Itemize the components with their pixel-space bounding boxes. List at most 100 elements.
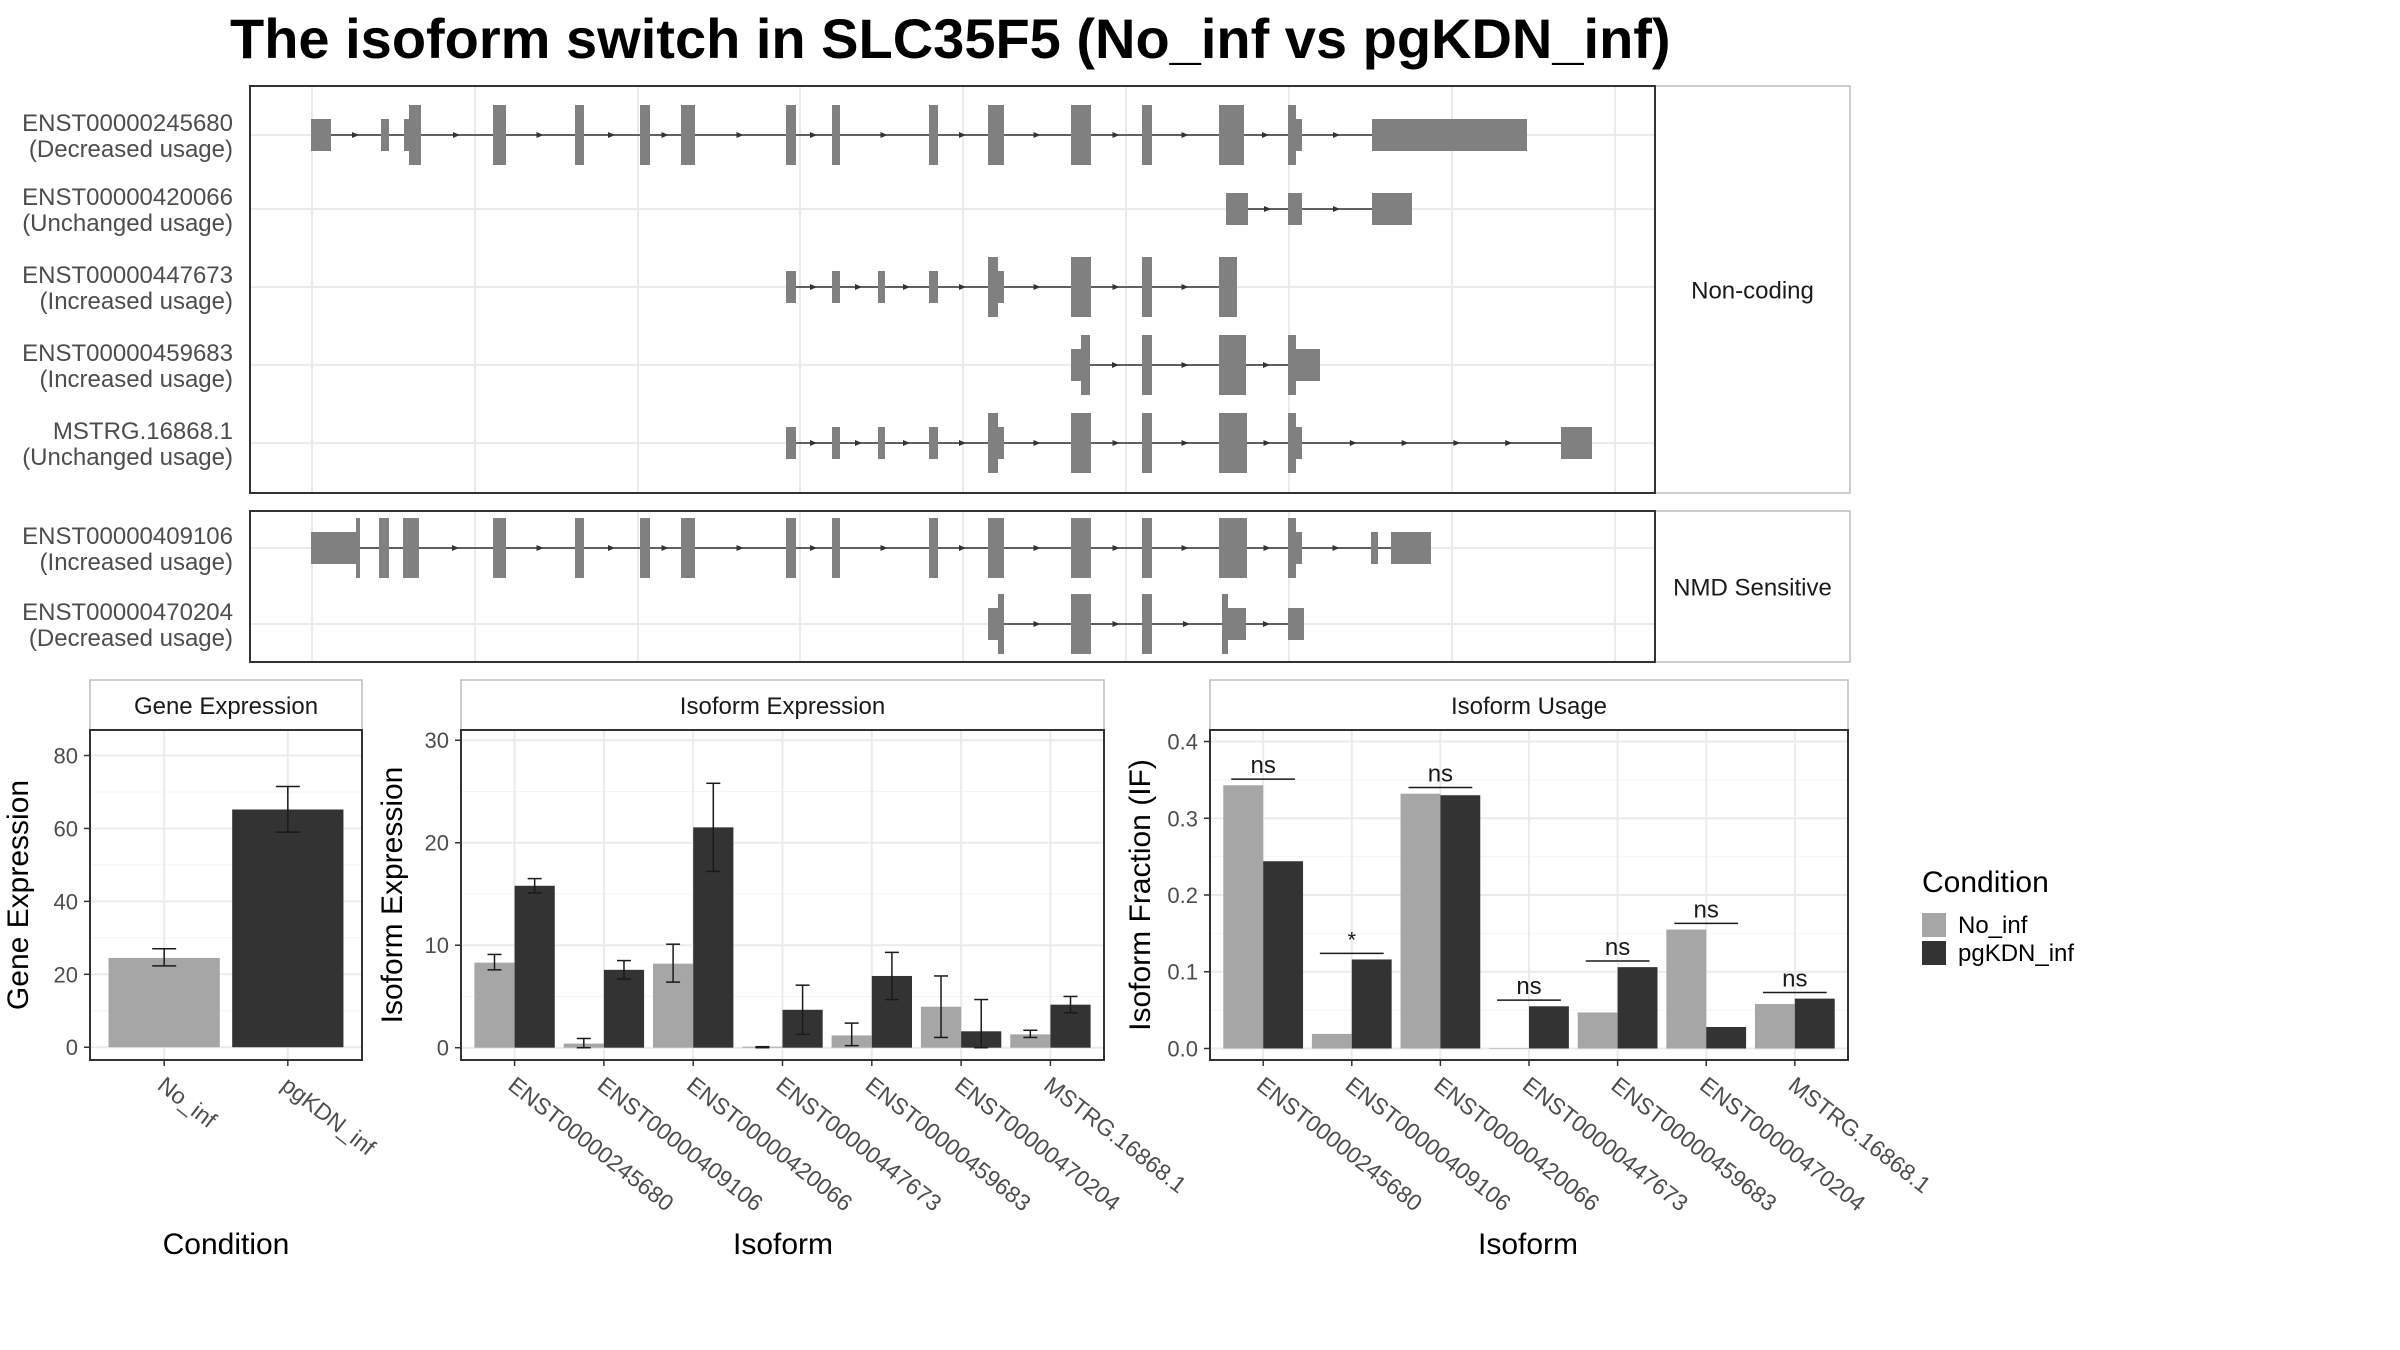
direction-arrow [1333,132,1340,138]
direction-arrow [810,440,817,446]
bar-No_inf-ENST00000420066 [1400,793,1441,1049]
significance-label: ns [1428,761,1453,788]
bar-No_inf-MSTRG.16868.1 [1754,1003,1795,1049]
utr-exon [832,271,840,303]
direction-arrow [959,284,966,290]
x-tick-label: ENST00000459683 [861,1071,1036,1216]
y-axis-title: Gene Expression [2,780,35,1010]
utr-exon [929,427,938,459]
coding-exon [929,518,938,578]
y-tick-label: 0.1 [1167,960,1198,985]
direction-arrow [855,284,862,290]
coding-exon [988,413,998,473]
bar-No_inf-ENST00000470204 [1666,929,1707,1049]
bar-No_inf [108,957,220,1048]
x-axis-title: Isoform [733,1228,833,1261]
y-tick-label: 30 [425,728,449,753]
transcript-usage-label: (Unchanged usage) [22,210,233,237]
coding-exon [1142,413,1152,473]
transcript-usage-label: (Increased usage) [40,366,233,393]
coding-exon [1071,257,1091,317]
direction-arrow [810,545,817,551]
coding-exon [786,518,796,578]
direction-arrow [959,545,966,551]
utr-exon [1371,532,1378,564]
coding-exon [1219,105,1244,165]
coding-exon [832,105,840,165]
coding-exon [988,105,1004,165]
coding-exon [1222,594,1228,654]
significance-label: ns [1250,752,1275,779]
transcript-track [1071,335,1320,395]
transcript-id-label: ENST00000420066 [22,184,233,211]
y-tick-label: 0.4 [1167,730,1198,755]
transcript-panel-background [250,511,1655,662]
bar-No_inf-ENST00000459683 [1577,1012,1618,1049]
main-title: The isoform switch in SLC35F5 (No_inf vs… [230,7,1671,70]
coding-exon [1219,335,1246,395]
direction-arrow [1112,132,1120,138]
panel-title: Isoform Expression [680,693,885,720]
bar-No_inf-ENST00000447673 [1489,1048,1529,1049]
y-tick-label: 20 [54,962,78,987]
transcript-panel-1: Non-coding [249,85,1851,494]
direction-arrow [1263,621,1270,627]
coding-exon [1081,335,1090,395]
bar-pgKDN_inf-ENST00000409106 [1351,959,1392,1049]
utr-exon [1372,119,1527,151]
utr-exon [311,119,331,151]
direction-arrow [959,440,966,446]
coding-exon [1142,257,1152,317]
panel-strip-label: Non-coding [1691,278,1814,305]
y-tick-label: 80 [54,744,78,769]
utr-exon [311,532,356,564]
direction-arrow [736,132,744,138]
utr-exon [1228,608,1246,640]
direction-arrow [1181,545,1189,551]
direction-arrow [352,132,359,138]
coding-exon [1219,413,1247,473]
transcript-track [786,413,1592,473]
coding-exon [1071,105,1091,165]
panel-title: Isoform Usage [1451,693,1607,720]
utr-exon [1561,427,1592,459]
direction-arrow [1505,440,1513,446]
y-axis-title: Isoform Expression [376,767,409,1024]
y-axis-title: Isoform Fraction (IF) [1124,759,1157,1031]
transcript-track [988,594,1304,654]
transcript-usage-label: (Increased usage) [40,288,233,315]
x-tick-label: MSTRG.16868.1 [1784,1071,1936,1198]
legend-label-No_inf: No_inf [1958,912,2028,939]
direction-arrow [1401,440,1409,446]
transcript-id-label: ENST00000245680 [22,110,233,137]
utr-exon [1296,119,1302,151]
utr-exon [1226,193,1248,225]
coding-exon [1219,257,1237,317]
legend-swatch-pgKDN_inf [1922,941,1946,965]
x-tick-label: ENST00000245680 [1252,1071,1427,1216]
y-tick-label: 0 [437,1036,449,1061]
transcript-id-label: MSTRG.16868.1 [53,418,233,445]
direction-arrow [608,545,615,551]
coding-exon [988,518,1004,578]
direction-arrow [453,132,460,138]
bar-pgKDN_inf-ENST00000245680 [514,885,555,1048]
bar-chart-panels: Gene Expression 0 20 40 60 80 No_inf pgKDN_inf C… [2,679,1936,1261]
y-tick-label: 10 [425,933,449,958]
transcript-panel-border [249,510,1656,663]
transcript-panel-border [249,85,1656,494]
coding-exon [575,518,584,578]
direction-arrow [1112,545,1120,551]
coding-exon [832,518,840,578]
direction-arrow [1033,545,1041,551]
utr-exon [878,427,885,459]
direction-arrow [736,545,744,551]
coding-exon [409,105,421,165]
x-tick-label: No_inf [153,1071,222,1133]
y-tick-label: 0 [66,1035,78,1060]
coding-exon [929,105,938,165]
x-tick-label: ENST00000409106 [1341,1071,1516,1216]
transcript-usage-label: (Increased usage) [40,549,233,576]
